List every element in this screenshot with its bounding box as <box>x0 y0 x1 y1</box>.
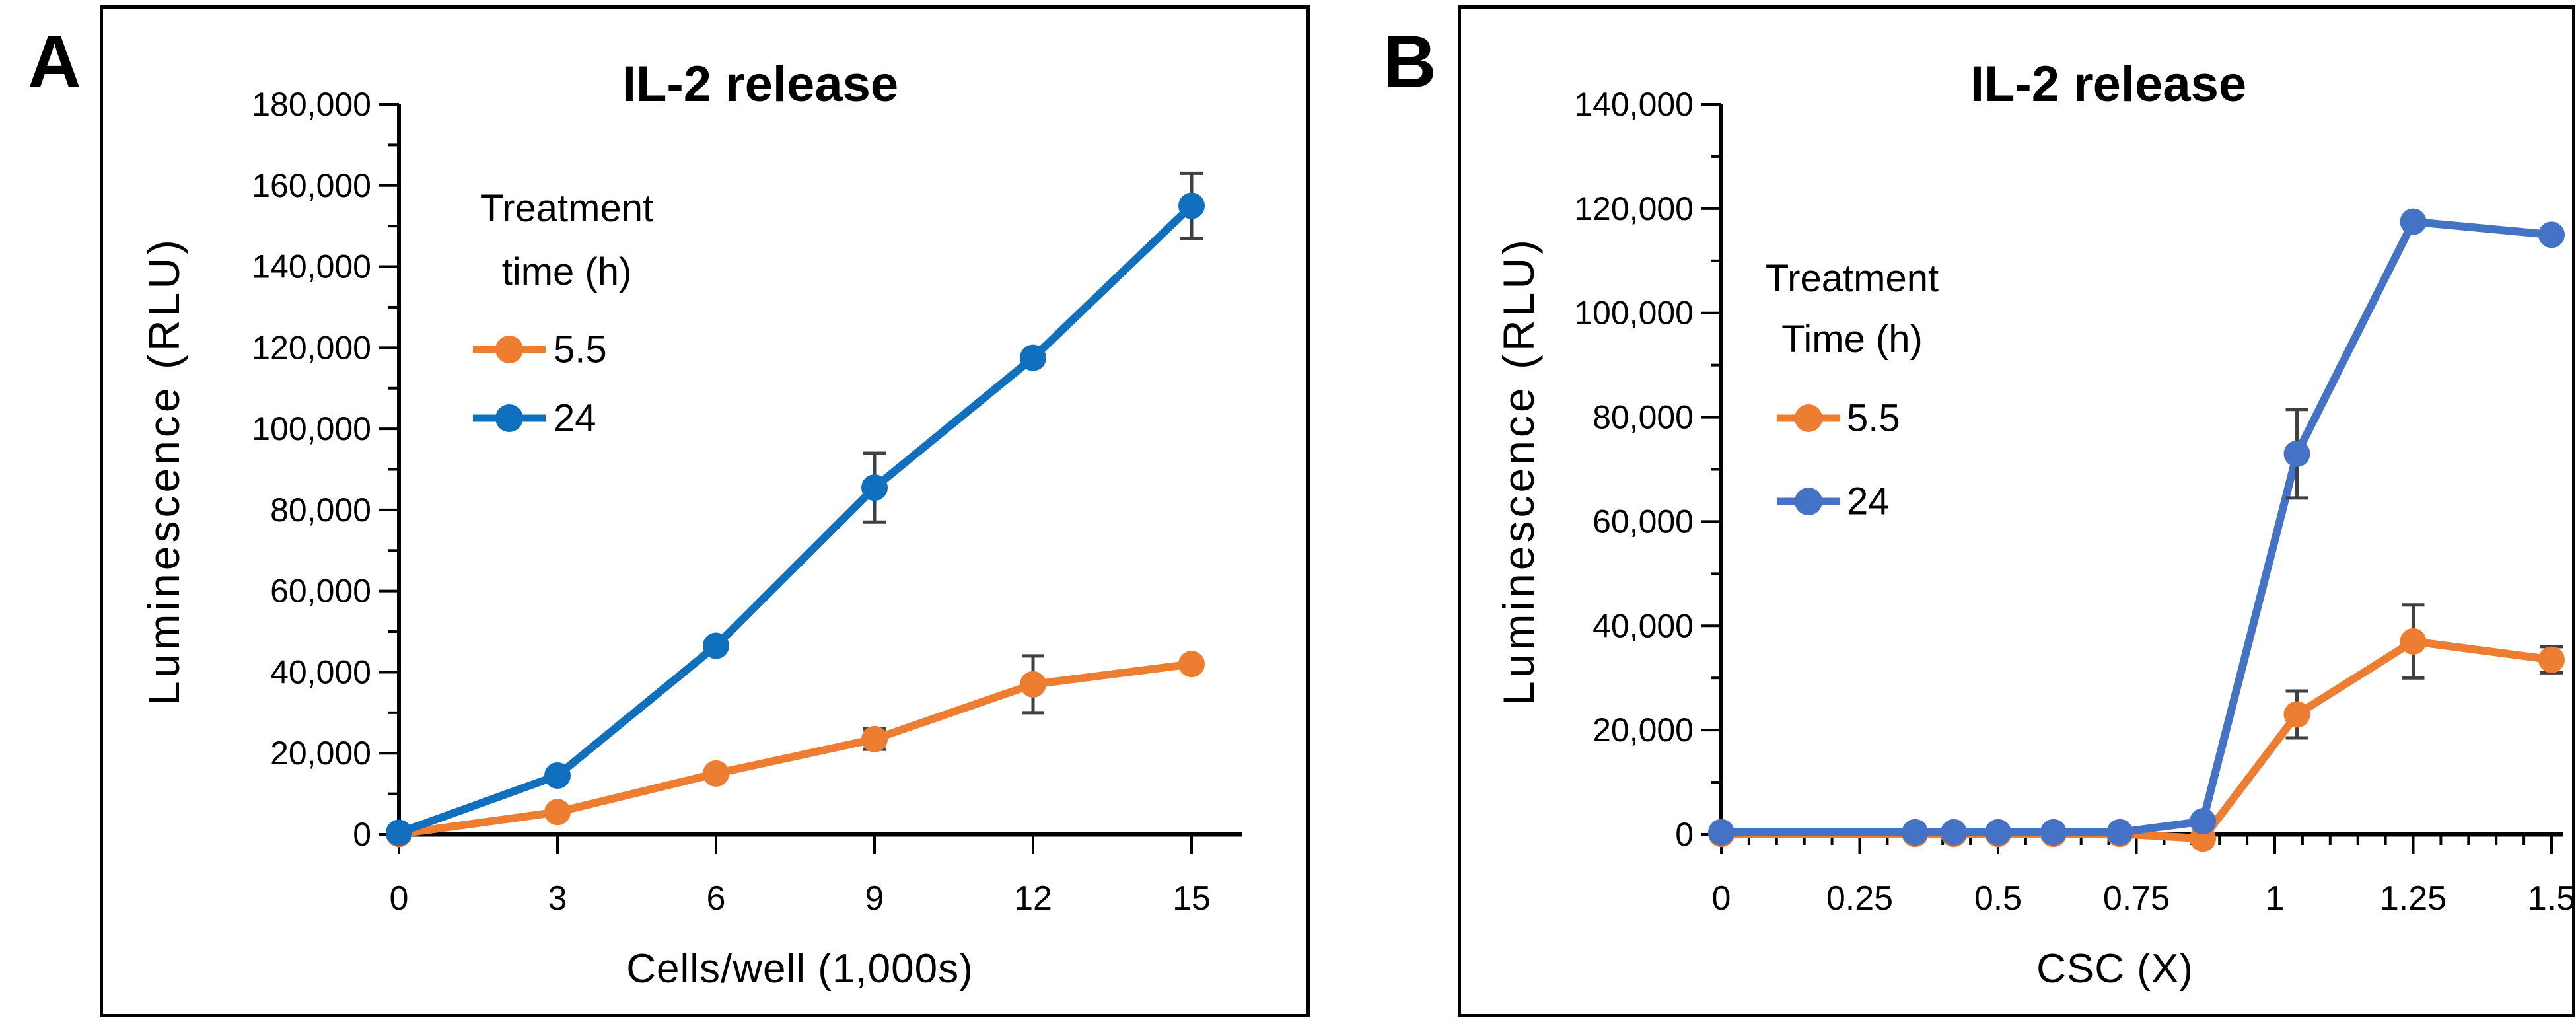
data-point-24-x1.25 <box>2400 208 2427 235</box>
y-tick-label: 0 <box>353 816 371 853</box>
data-point-24-x0.87 <box>2190 808 2217 835</box>
data-point-24-x0.72 <box>2106 819 2133 846</box>
x-tick-label: 0 <box>390 879 409 918</box>
x-tick-label: 15 <box>1172 879 1211 918</box>
x-tick-label: 9 <box>865 879 884 918</box>
y-tick-label: 160,000 <box>252 167 371 204</box>
x-tick-label: 0.25 <box>1826 879 1893 918</box>
legend-item-label: 5.5 <box>1847 397 1900 440</box>
series-line-5.5 <box>395 660 1196 838</box>
x-tick-label: 0.75 <box>2103 879 2170 918</box>
x-tick-label: 1 <box>2266 879 2285 918</box>
x-axis-label: Cells/well (1,000s) <box>626 946 974 992</box>
chart-title: IL-2 release <box>1970 56 2246 112</box>
legend-marker-dot <box>495 336 523 363</box>
legend-item-label: 5.5 <box>554 328 607 371</box>
data-point-5.5-x1.04 <box>2283 701 2310 728</box>
data-point-5.5-x15 <box>1178 651 1205 678</box>
x-tick-label: 3 <box>548 879 567 918</box>
y-tick-label: 40,000 <box>1592 607 1694 644</box>
panel-b-chart: 0 20,000 40,000 60,000 80,000 100,000 120,000 1… <box>1494 56 2572 992</box>
x-axis-ticks: 0 0.25 0.5 0.75 1 1.25 1.5 <box>1712 834 2572 918</box>
data-point-5.5-x9 <box>861 725 888 752</box>
x-axis-ticks: 0 3 6 9 12 15 <box>390 834 1211 918</box>
series-line-24 <box>1717 217 2556 836</box>
x-tick-label: 12 <box>1014 879 1052 918</box>
data-point-24-x0 <box>386 819 412 846</box>
x-tick-label: 6 <box>707 879 726 918</box>
legend-item-24: 24 <box>1777 480 1890 523</box>
legend-item-5.5: 5.5 <box>1777 397 1900 440</box>
data-point-24-x6 <box>703 632 729 659</box>
panel-a-box: 0 20,000 40,000 60,000 80,000 100,000 120,000 1… <box>100 5 1310 1017</box>
legend-marker-dot <box>1795 404 1822 432</box>
series-line-5.5 <box>1717 637 2556 843</box>
legend: Treatment Time (h) 5.5 24 <box>1766 257 1939 523</box>
y-tick-label: 0 <box>1675 816 1694 853</box>
data-point-24-x3 <box>544 762 571 789</box>
legend-title-line: Time (h) <box>1781 318 1923 361</box>
y-tick-label: 100,000 <box>252 410 371 447</box>
x-tick-label: 1.5 <box>2528 879 2572 918</box>
data-point-24-x0.35 <box>1902 819 1929 846</box>
data-point-24-x0.42 <box>1940 819 1967 846</box>
series-24 <box>1708 208 2565 846</box>
legend-item-24: 24 <box>473 397 596 440</box>
legend-title-line: Treatment <box>480 187 653 230</box>
data-point-24-x0.6 <box>2040 819 2067 846</box>
legend-item-label: 24 <box>554 397 596 440</box>
legend-title-line: time (h) <box>502 250 632 293</box>
y-axis-label: Luminescence (RLU) <box>139 237 188 706</box>
y-tick-label: 20,000 <box>1592 712 1694 748</box>
y-tick-label: 140,000 <box>252 248 371 285</box>
data-point-5.5-x1.5 <box>2538 646 2565 673</box>
series-5.5 <box>1708 603 2565 852</box>
y-tick-label: 180,000 <box>252 86 371 123</box>
y-tick-label: 120,000 <box>1574 190 1694 227</box>
y-tick-label: 40,000 <box>270 653 371 690</box>
legend-title-line: Treatment <box>1766 257 1939 300</box>
y-axis-label: Luminescence (RLU) <box>1494 237 1543 706</box>
legend-marker-dot <box>495 404 523 432</box>
panel-a-letter: A <box>28 20 81 103</box>
axes <box>1719 104 2563 837</box>
data-point-24-x9 <box>861 474 888 501</box>
data-point-5.5-x1.25 <box>2400 628 2427 655</box>
series-5.5 <box>386 651 1205 848</box>
data-point-5.5-x12 <box>1020 671 1046 698</box>
y-tick-label: 100,000 <box>1574 295 1694 332</box>
y-tick-label: 120,000 <box>252 329 371 366</box>
data-point-24-x1.5 <box>2538 221 2565 248</box>
data-point-5.5-x6 <box>703 760 729 787</box>
data-point-5.5-x3 <box>544 799 571 826</box>
y-axis-ticks: 0 20,000 40,000 60,000 80,000 100,000 120,000 1… <box>252 86 399 853</box>
data-point-24-x12 <box>1020 344 1046 371</box>
series-24 <box>386 171 1205 846</box>
y-tick-label: 80,000 <box>1592 399 1694 436</box>
chart-title: IL-2 release <box>622 56 898 112</box>
legend-item-label: 24 <box>1847 480 1890 523</box>
data-point-24-x0 <box>1708 819 1735 846</box>
x-tick-label: 0.5 <box>1974 879 2022 918</box>
x-tick-label: 0 <box>1712 879 1731 918</box>
y-tick-label: 140,000 <box>1574 86 1694 123</box>
y-axis-ticks: 0 20,000 40,000 60,000 80,000 100,000 120,000 1… <box>1574 86 1721 853</box>
x-tick-label: 1.25 <box>2380 879 2447 918</box>
legend-marker-dot <box>1795 488 1822 515</box>
data-point-24-x15 <box>1178 192 1205 219</box>
panel-b-letter: B <box>1383 20 1437 103</box>
x-axis-label: CSC (X) <box>2036 946 2194 992</box>
data-point-24-x0.5 <box>1985 819 2011 846</box>
panel-a-chart: 0 20,000 40,000 60,000 80,000 100,000 120,000 1… <box>139 56 1242 992</box>
panel-b-box: 0 20,000 40,000 60,000 80,000 100,000 120,000 1… <box>1458 5 2575 1017</box>
y-tick-label: 80,000 <box>270 492 371 529</box>
data-point-24-x1.04 <box>2283 440 2310 467</box>
legend: Treatment time (h) 5.5 24 <box>473 187 653 440</box>
y-tick-label: 60,000 <box>270 573 371 610</box>
legend-item-5.5: 5.5 <box>473 328 607 371</box>
y-tick-label: 20,000 <box>270 735 371 772</box>
series-line-24 <box>395 201 1196 837</box>
y-tick-label: 60,000 <box>1592 503 1694 540</box>
